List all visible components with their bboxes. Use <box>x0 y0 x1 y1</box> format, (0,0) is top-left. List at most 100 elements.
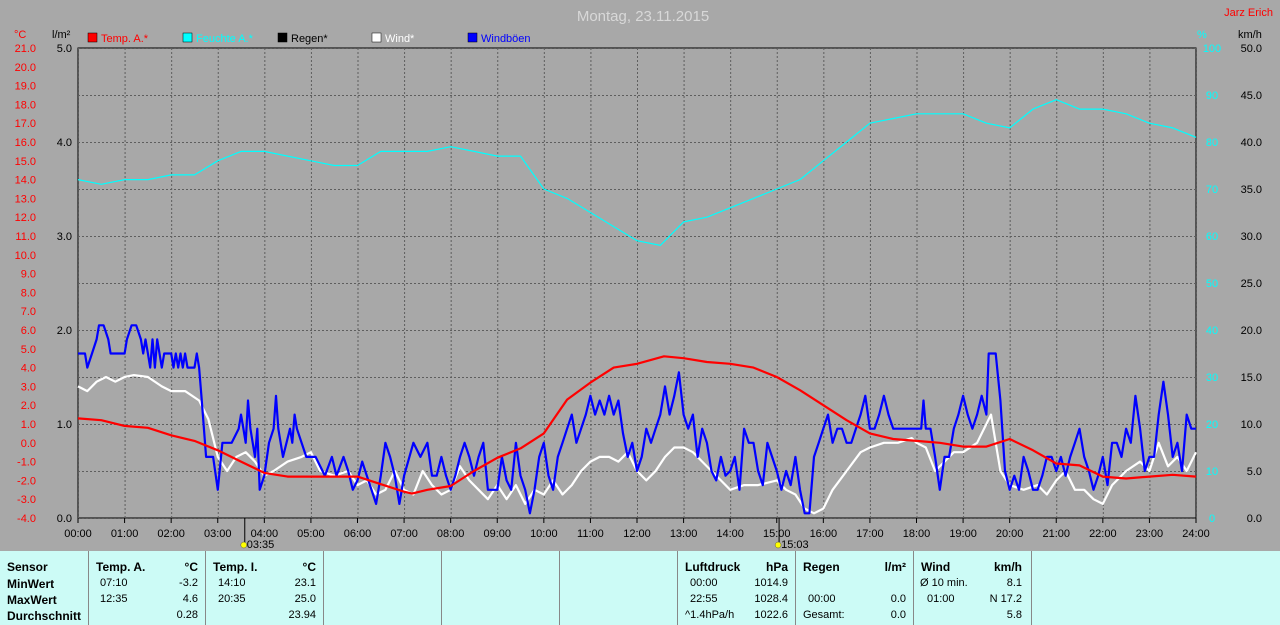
temp-a-unit: °C <box>184 560 198 574</box>
temp-tick-label: -2.0 <box>17 475 36 487</box>
chart-title: Montag, 23.11.2015 <box>577 8 709 25</box>
temp-tick-label: 20.0 <box>15 62 36 74</box>
legend-swatch <box>467 32 478 43</box>
humidity-tick-label: 50 <box>1206 278 1218 290</box>
legend-label: Feuchte A.* <box>196 33 254 45</box>
rain-tick-label: 5.0 <box>57 43 72 55</box>
table-divider <box>1031 551 1032 625</box>
chart-author: Jarz Erich <box>1224 7 1273 19</box>
wind-tick-label: 0.0 <box>1247 513 1262 525</box>
temp-tick-label: 8.0 <box>21 287 36 299</box>
x-tick-label: 16:00 <box>810 528 838 540</box>
wind-tick-label: 5.0 <box>1247 466 1262 478</box>
temp-tick-label: 4.0 <box>21 363 36 375</box>
temp-tick-label: 19.0 <box>15 81 36 93</box>
temp-tick-label: 6.0 <box>21 325 36 337</box>
wind-tick-label: 20.0 <box>1241 325 1262 337</box>
temp-i-max: 25.0 <box>294 593 316 605</box>
wind-avg10: 8.1 <box>1006 577 1022 589</box>
pressure-header: Luftdruck <box>685 560 741 574</box>
table-divider <box>559 551 560 625</box>
x-tick-label: 10:00 <box>530 528 558 540</box>
temp-a-max: 4.6 <box>182 593 198 605</box>
legend-swatch <box>182 32 193 43</box>
table-divider <box>441 551 442 625</box>
temp-i-avg: 23.94 <box>288 609 316 621</box>
wind-tick-label: 15.0 <box>1241 372 1262 384</box>
temp-tick-label: 0.0 <box>21 438 36 450</box>
x-tick-label: 03:00 <box>204 528 232 540</box>
temp-tick-label: -3.0 <box>17 494 36 506</box>
wind-max: N 17.2 <box>989 593 1022 605</box>
x-tick-label: 12:00 <box>623 528 651 540</box>
rain-tick-label: 3.0 <box>57 231 72 243</box>
x-tick-label: 06:00 <box>344 528 372 540</box>
x-tick-label: 02:00 <box>157 528 185 540</box>
x-tick-label: 17:00 <box>856 528 884 540</box>
temp-tick-label: -4.0 <box>17 513 36 525</box>
temp-i-unit: °C <box>302 560 316 574</box>
axis-units: °C l/m² % km/h <box>14 29 1262 41</box>
x-tick-label: 15:00 <box>763 528 791 540</box>
humidity-axis-unit: % <box>1197 29 1207 41</box>
legend-label: Wind* <box>385 33 415 45</box>
wind-max-time: 01:00 <box>927 593 955 605</box>
stats-table <box>0 551 1280 625</box>
humidity-tick-label: 10 <box>1206 466 1218 478</box>
humidity-tick-label: 100 <box>1203 43 1221 55</box>
wind-tick-label: 50.0 <box>1241 43 1262 55</box>
humidity-tick-label: 60 <box>1206 231 1218 243</box>
temp-tick-label: 17.0 <box>15 118 36 130</box>
x-tick-label: 01:00 <box>111 528 139 540</box>
wind-header: Wind <box>921 560 951 574</box>
x-tick-label: 23:00 <box>1136 528 1164 540</box>
sun-marker-label: 15:03 <box>781 539 809 551</box>
temp-axis-unit: °C <box>14 29 26 41</box>
temp-tick-label: 9.0 <box>21 269 36 281</box>
rain-time: 00:00 <box>808 593 836 605</box>
pressure-trend: ^1.4hPa/h <box>685 609 735 621</box>
humidity-tick-label: 90 <box>1206 90 1218 102</box>
x-tick-label: 24:00 <box>1182 528 1210 540</box>
x-tick-label: 09:00 <box>483 528 511 540</box>
sun-icon <box>774 541 782 549</box>
temp-tick-label: 11.0 <box>15 231 36 243</box>
chart-legend: Temp. A.* Feuchte A.* Regen* Wind* Windböen <box>87 32 531 45</box>
pressure-min-time: 00:00 <box>690 577 718 589</box>
table-divider <box>205 551 206 625</box>
series-line-humidity-0 <box>77 99 1197 246</box>
rain-total-label: Gesamt: <box>803 609 845 621</box>
rain-header: Regen <box>803 560 840 574</box>
temp-a-avg: 0.28 <box>176 609 198 621</box>
sun-marker-label: 03:35 <box>247 539 275 551</box>
temp-tick-label: 7.0 <box>21 306 36 318</box>
rain-tick-label: 0.0 <box>57 513 72 525</box>
legend-swatch <box>371 32 382 43</box>
table-divider <box>677 551 678 625</box>
wind-avg-label: Ø 10 min. <box>920 577 968 589</box>
legend-label: Windböen <box>481 33 531 45</box>
legend-label: Temp. A.* <box>101 33 149 45</box>
wind-tick-label: 25.0 <box>1241 278 1262 290</box>
pressure-max-time: 22:55 <box>690 593 718 605</box>
x-tick-label: 21:00 <box>1042 528 1070 540</box>
table-divider <box>795 551 796 625</box>
wind-tick-label: 10.0 <box>1241 419 1262 431</box>
temp-tick-label: -1.0 <box>17 457 36 469</box>
humidity-tick-label: 20 <box>1206 419 1218 431</box>
temp-tick-label: 15.0 <box>15 156 36 168</box>
legend-swatch <box>87 32 98 43</box>
series-line-wind-2 <box>78 324 1196 515</box>
wind-axis-unit: km/h <box>1238 29 1262 41</box>
humidity-tick-label: 80 <box>1206 137 1218 149</box>
temp-a-min-time: 07:10 <box>100 577 128 589</box>
pressure-avg: 1022.6 <box>754 609 788 621</box>
temp-a-min: -3.2 <box>179 577 198 589</box>
temp-tick-label: 1.0 <box>21 419 36 431</box>
humidity-tick-label: 70 <box>1206 184 1218 196</box>
x-tick-label: 14:00 <box>716 528 744 540</box>
temp-tick-label: 18.0 <box>15 99 36 111</box>
rain-total: 0.0 <box>890 609 906 621</box>
x-tick-label: 22:00 <box>1089 528 1117 540</box>
x-tick-label: 13:00 <box>670 528 698 540</box>
